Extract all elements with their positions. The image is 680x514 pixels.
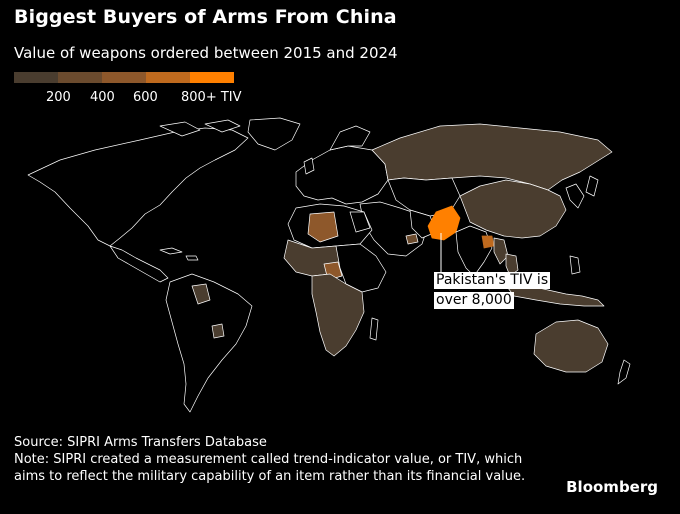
annotation-line-1: Pakistan's TIV is xyxy=(434,272,551,289)
north-america xyxy=(27,127,249,247)
algeria xyxy=(307,211,339,243)
legend-tick-800: 800+ TIV xyxy=(181,90,242,105)
legend-swatch-3 xyxy=(102,72,146,83)
legend-swatch-1 xyxy=(14,72,58,83)
new-zealand xyxy=(617,359,631,385)
india xyxy=(455,225,493,277)
pakistan-annotation: Pakistan's TIV is over 8,000 xyxy=(434,272,551,312)
bangladesh xyxy=(481,235,495,249)
legend-ticks: 200 400 600 800+ TIV xyxy=(14,90,242,110)
caribbean xyxy=(159,247,199,261)
legend-tick-600: 600 xyxy=(133,90,158,105)
philippines xyxy=(569,255,581,275)
pakistan xyxy=(427,205,461,241)
central-asia xyxy=(387,177,461,217)
footer-notes: Source: SIPRI Arms Transfers Database No… xyxy=(14,434,534,485)
madagascar xyxy=(369,317,379,341)
scandinavia xyxy=(329,125,371,151)
indonesia xyxy=(507,285,605,307)
legend-swatch-4 xyxy=(146,72,190,83)
legend-bar xyxy=(14,72,234,83)
chart-subtitle: Value of weapons ordered between 2015 an… xyxy=(14,44,398,62)
brand-logo: Bloomberg xyxy=(566,478,658,496)
uae xyxy=(405,233,419,245)
australia xyxy=(533,319,609,373)
color-legend: 200 400 600 800+ TIV xyxy=(14,72,242,110)
central-southern-africa xyxy=(311,273,365,357)
korea-japan xyxy=(565,175,599,209)
south-america xyxy=(165,273,253,413)
greenland xyxy=(247,117,301,151)
central-america xyxy=(109,245,169,283)
annotation-line-2: over 8,000 xyxy=(434,292,514,309)
bolivia-venezuela xyxy=(191,283,225,339)
world-map xyxy=(27,117,631,413)
egypt xyxy=(349,211,371,233)
source-text: Source: SIPRI Arms Transfers Database xyxy=(14,435,267,450)
legend-swatch-5 xyxy=(190,72,234,83)
legend-tick-400: 400 xyxy=(90,90,115,105)
uk xyxy=(303,157,315,175)
chart-title: Biggest Buyers of Arms From China xyxy=(14,6,397,28)
myanmar xyxy=(493,237,509,265)
europe xyxy=(295,145,389,205)
arctic-islands xyxy=(159,119,241,137)
china-mongolia xyxy=(459,179,567,239)
east-africa xyxy=(335,243,387,293)
note-text: Note: SIPRI created a measurement called… xyxy=(14,452,526,484)
legend-swatch-2 xyxy=(58,72,102,83)
legend-tick-200: 200 xyxy=(46,90,71,105)
